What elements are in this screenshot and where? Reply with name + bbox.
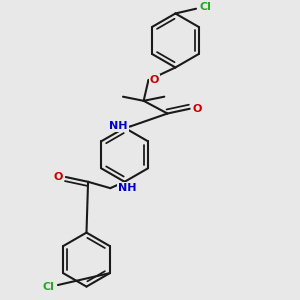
Text: O: O: [53, 172, 63, 182]
Text: O: O: [193, 104, 202, 114]
Text: Cl: Cl: [199, 2, 211, 12]
Text: Cl: Cl: [43, 282, 55, 292]
Text: O: O: [150, 75, 159, 85]
Text: NH: NH: [109, 121, 128, 131]
Text: NH: NH: [118, 183, 137, 193]
